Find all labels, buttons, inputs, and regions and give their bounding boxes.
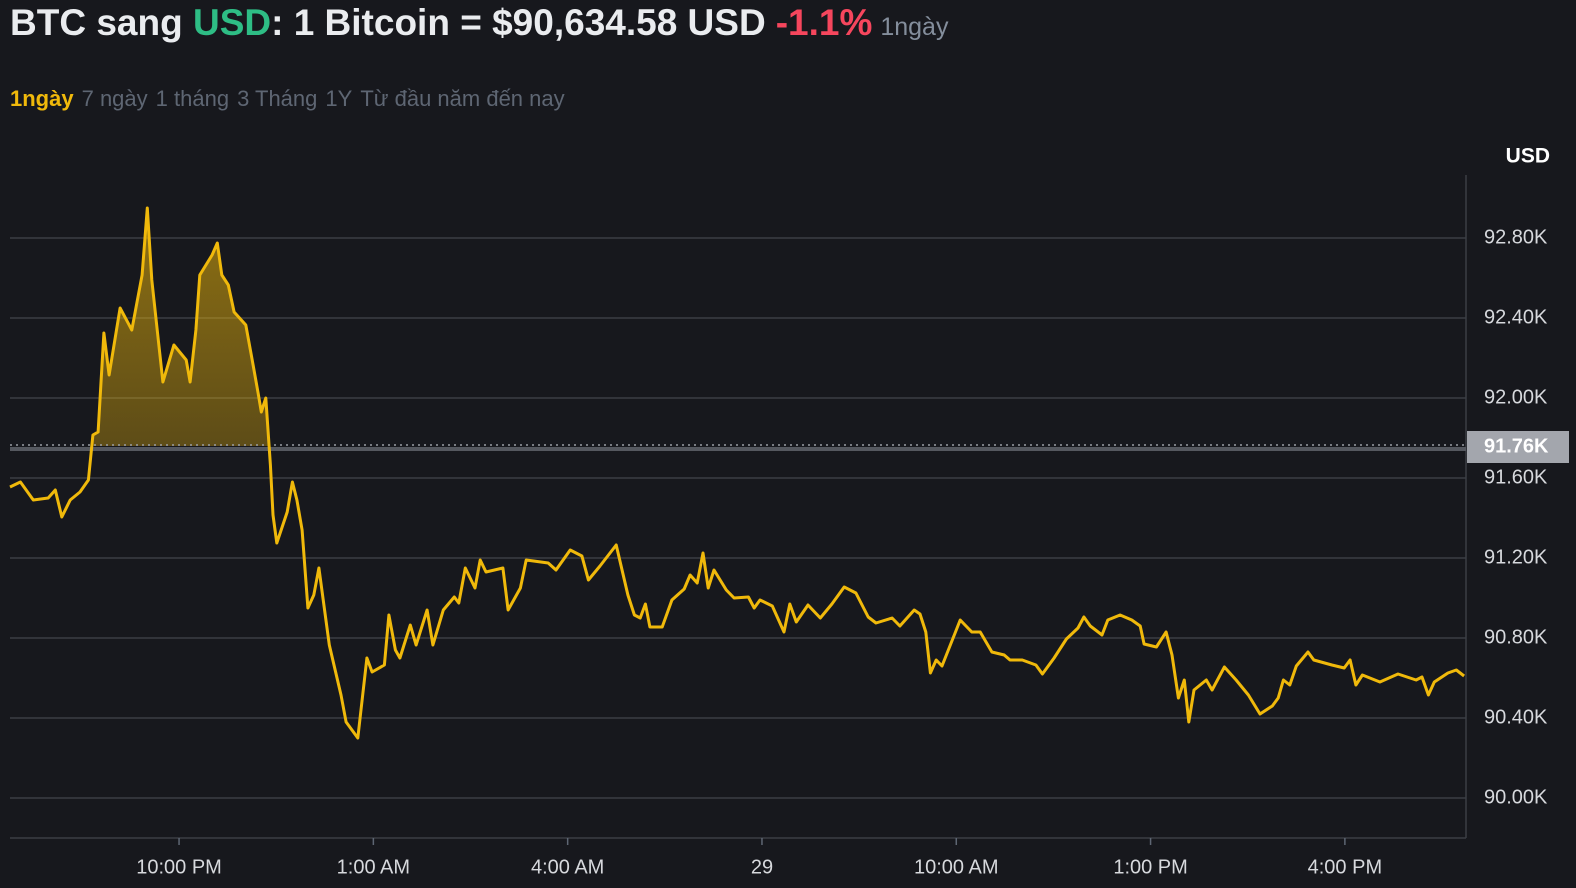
reference-label: 91.76K [1484,435,1549,457]
y-tick-label: 92.00K [1484,386,1548,408]
y-tick-label: 90.00K [1484,786,1548,808]
title-change: -1.1% [775,2,873,43]
x-tick-label: 4:00 AM [531,856,604,878]
range-tab[interactable]: Từ đầu năm đến nay [360,86,565,111]
y-axis-label: USD [1506,145,1550,168]
x-tick-label: 4:00 PM [1308,856,1382,878]
y-tick-label: 90.80K [1484,626,1548,648]
range-tab[interactable]: 7 ngày [81,86,148,111]
x-tick-label: 10:00 AM [914,856,999,878]
range-tab[interactable]: 1 tháng [155,86,230,111]
reference-label-box [1467,431,1569,463]
range-tab[interactable]: 1ngày [10,86,74,111]
title-base: BTC sang [10,2,183,43]
title-quote: USD [192,2,272,43]
x-tick-label: 1:00 AM [337,856,410,878]
title-rate: : 1 Bitcoin = $90,634.58 USD [271,2,766,43]
y-tick-label: 92.40K [1484,306,1548,328]
price-line [9,206,1466,740]
range-tab[interactable]: 1Y [325,86,353,111]
y-tick-label: 91.60K [1484,466,1548,488]
range-tab[interactable]: 3 Tháng [237,86,318,111]
x-tick-label: 1:00 PM [1113,856,1187,878]
title-period: 1ngày [880,13,949,41]
y-tick-label: 92.80K [1484,226,1548,248]
y-tick-label: 91.20K [1484,546,1548,568]
x-tick-label: 29 [751,856,773,878]
area-fill [10,208,1465,446]
x-tick-label: 10:00 PM [136,856,222,878]
range-tabs: 1ngày 7 ngày 1 tháng 3 Tháng 1Y Từ đầu năm đế… [10,86,573,112]
y-tick-label: 90.40K [1484,706,1548,728]
title: BTC sang USD: 1 Bitcoin = $90,634.58 USD… [10,2,948,44]
